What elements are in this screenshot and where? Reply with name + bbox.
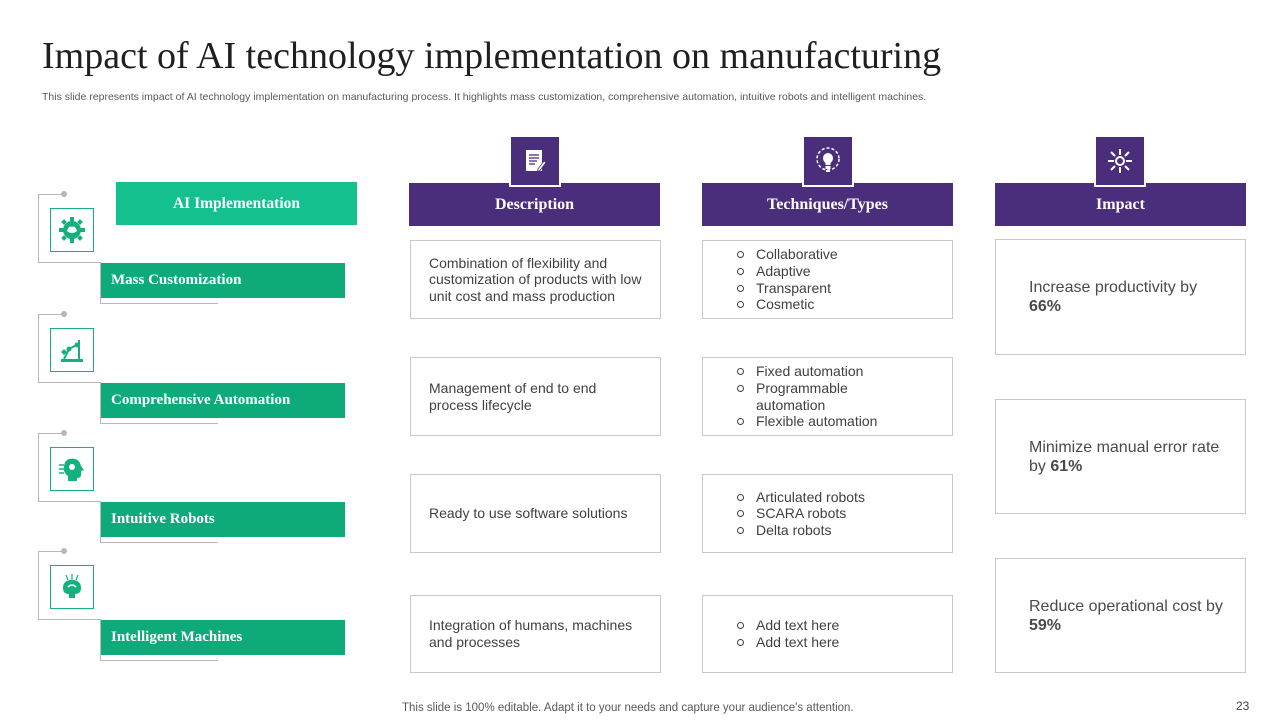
ai-head-icon: [50, 447, 94, 491]
technique-item: Add text here: [737, 634, 952, 651]
technique-item: Delta robots: [737, 522, 952, 539]
techniques-list: Add text here Add text here: [737, 617, 952, 650]
technique-item: Collaborative: [737, 246, 952, 263]
footer-note: This slide is 100% editable. Adapt it to…: [402, 702, 854, 714]
techniques-cell: Articulated robots SCARA robots Delta ro…: [702, 474, 953, 553]
techniques-list: Fixed automation Programmable automation…: [737, 363, 952, 429]
impact-cell: Minimize manual error rate by 61%: [995, 399, 1246, 514]
technique-item: Programmable automation: [737, 380, 887, 413]
brain-circuit-icon: [50, 565, 94, 609]
page-number: 23: [1236, 699, 1250, 713]
description-cell: Ready to use software solutions: [410, 474, 661, 553]
connector-bracket: [38, 548, 218, 661]
impact-cell: Reduce operational cost by 59%: [995, 558, 1246, 673]
techniques-cell: Add text here Add text here: [702, 595, 953, 673]
description-cell: Integration of humans, machines and proc…: [410, 595, 661, 673]
techniques-list: Collaborative Adaptive Transparent Cosme…: [737, 246, 952, 312]
techniques-cell: Collaborative Adaptive Transparent Cosme…: [702, 240, 953, 319]
lightbulb-gear-icon: [802, 135, 854, 187]
column-header-description: Description: [409, 183, 660, 226]
slide-title: Impact of AI technology implementation o…: [42, 35, 942, 77]
technique-item: Cosmetic: [737, 296, 952, 313]
technique-item: SCARA robots: [737, 505, 952, 522]
technique-item: Add text here: [737, 617, 952, 634]
impact-cell: Increase productivity by 66%: [995, 239, 1246, 355]
row-label-comprehensive-automation: Comprehensive Automation: [101, 383, 345, 418]
row-label-mass-customization: Mass Customization: [101, 263, 345, 298]
impact-text: Reduce operational cost by: [1029, 597, 1223, 615]
techniques-cell: Fixed automation Programmable automation…: [702, 357, 953, 436]
robotic-arm-icon: [50, 328, 94, 372]
connector-bracket: [38, 191, 218, 304]
description-cell: Combination of flexibility and customiza…: [410, 240, 661, 319]
document-icon: [509, 135, 561, 187]
gear-brain-icon: [50, 208, 94, 252]
impact-value: 61%: [1050, 457, 1083, 475]
technique-item: Transparent: [737, 280, 952, 297]
technique-item: Articulated robots: [737, 489, 952, 506]
impact-text: Minimize manual error rate by: [1029, 438, 1220, 475]
description-cell: Management of end to end process lifecyc…: [410, 357, 661, 436]
impact-value: 59%: [1029, 616, 1062, 634]
slide-subtitle: This slide represents impact of AI techn…: [42, 91, 927, 103]
row-label-intuitive-robots: Intuitive Robots: [101, 502, 345, 537]
column-header-techniques: Techniques/Types: [702, 183, 953, 226]
techniques-list: Articulated robots SCARA robots Delta ro…: [737, 489, 952, 539]
technique-item: Fixed automation: [737, 363, 952, 380]
ai-implementation-header: AI Implementation: [116, 182, 357, 225]
impact-value: 66%: [1029, 298, 1062, 315]
technique-item: Adaptive: [737, 263, 952, 280]
technique-item: Flexible automation: [737, 413, 952, 430]
row-label-intelligent-machines: Intelligent Machines: [101, 620, 345, 655]
impact-text: Increase productivity by: [1029, 279, 1198, 296]
column-header-impact: Impact: [995, 183, 1246, 226]
arrows-network-icon: [1094, 135, 1146, 187]
connector-bracket: [38, 430, 218, 543]
connector-bracket: [38, 311, 218, 424]
